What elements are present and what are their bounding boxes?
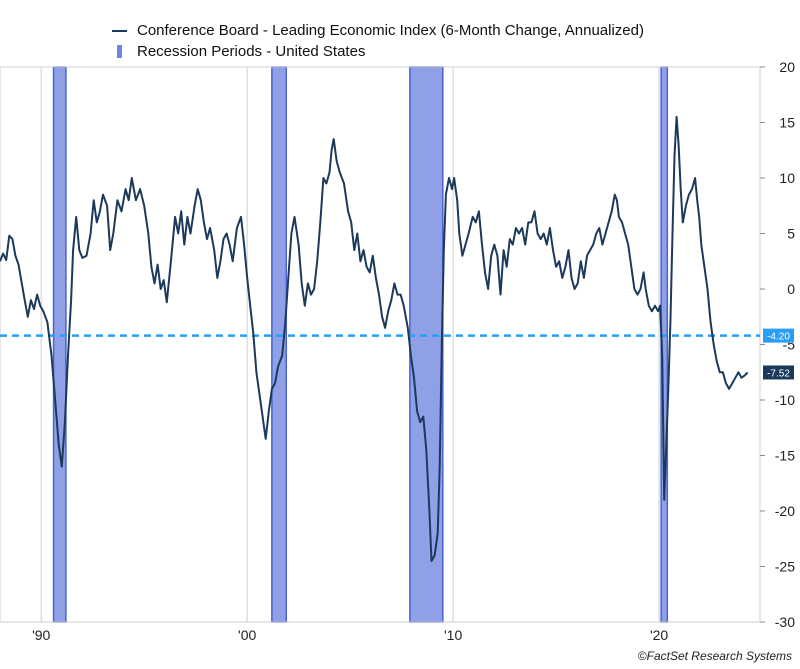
source-credit: ©FactSet Research Systems (637, 649, 792, 663)
x-tick-label: '90 (32, 627, 50, 643)
series-line (0, 115, 749, 562)
y-tick-label: 15 (779, 115, 795, 131)
legend-item-recession: Recession Periods - United States (112, 41, 644, 62)
reference-value-label: -4.20 (767, 332, 790, 343)
y-tick-label: 20 (779, 59, 795, 75)
y-tick-label: -20 (775, 503, 795, 519)
x-tick-label: '00 (238, 627, 256, 643)
y-tick-label: -15 (775, 448, 795, 464)
plot-frame (0, 66, 761, 623)
x-tick-label: '10 (444, 627, 462, 643)
last-value-label: -7.52 (767, 368, 790, 379)
legend-label-lei: Conference Board - Leading Economic Inde… (137, 22, 644, 39)
y-tick-label: 5 (787, 226, 795, 242)
y-tick-label: 10 (779, 170, 795, 186)
vertical-grid (40, 67, 660, 622)
value-labels: -4.20 -7.52 (763, 328, 794, 380)
y-tick-label: -25 (775, 559, 795, 575)
recession-band (52, 66, 67, 623)
legend-item-lei: Conference Board - Leading Economic Inde… (112, 20, 644, 41)
y-tick-label: -10 (775, 392, 795, 408)
legend: Conference Board - Leading Economic Inde… (112, 20, 644, 62)
x-axis: '90 '00 '10 '20 (32, 627, 668, 643)
recession-band-group (52, 66, 669, 623)
legend-label-recession: Recession Periods - United States (137, 43, 366, 60)
y-tick-label: -30 (775, 614, 795, 630)
x-tick-label: '20 (650, 627, 668, 643)
legend-line-swatch (112, 29, 127, 32)
last-value-label-box (763, 365, 794, 380)
reference-value-label-box (763, 328, 794, 343)
y-tick-label: 0 (787, 281, 795, 297)
legend-bar-swatch (117, 45, 122, 58)
